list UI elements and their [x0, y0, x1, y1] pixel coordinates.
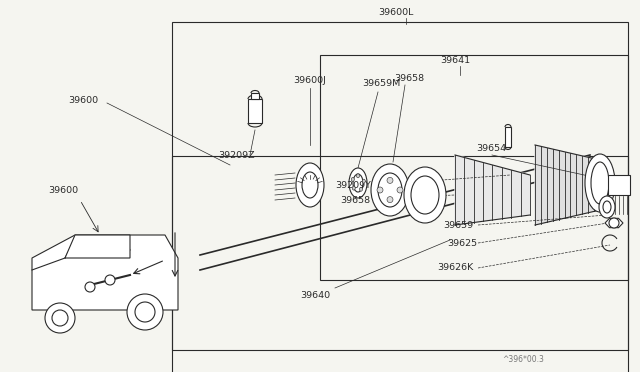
Bar — [172, 156, 628, 372]
Text: 39640: 39640 — [300, 291, 330, 299]
Text: 39626K: 39626K — [437, 263, 473, 273]
Text: 39625: 39625 — [447, 238, 477, 247]
Text: 39600J: 39600J — [293, 76, 326, 84]
Ellipse shape — [404, 167, 446, 223]
Ellipse shape — [302, 172, 318, 198]
Bar — [608, 175, 630, 195]
Ellipse shape — [362, 179, 365, 183]
Bar — [251, 93, 259, 99]
Bar — [320, 55, 628, 280]
Text: 39659: 39659 — [443, 221, 473, 230]
Ellipse shape — [353, 174, 363, 192]
Polygon shape — [605, 218, 623, 228]
Circle shape — [377, 187, 383, 193]
Text: 39600: 39600 — [68, 96, 98, 105]
Circle shape — [609, 218, 619, 228]
Circle shape — [397, 187, 403, 193]
Text: 39641: 39641 — [440, 55, 470, 64]
Text: 39600L: 39600L — [378, 7, 413, 16]
Ellipse shape — [411, 176, 439, 214]
Ellipse shape — [591, 162, 609, 204]
Ellipse shape — [351, 177, 355, 182]
Text: 39658: 39658 — [340, 196, 370, 205]
Text: 39659M: 39659M — [362, 78, 400, 87]
Circle shape — [105, 275, 115, 285]
Polygon shape — [535, 145, 600, 225]
Ellipse shape — [352, 186, 355, 190]
Ellipse shape — [585, 154, 615, 212]
Circle shape — [127, 294, 163, 330]
Bar — [248, 99, 262, 123]
Text: 39209Z: 39209Z — [218, 151, 255, 160]
Ellipse shape — [378, 173, 402, 207]
Circle shape — [52, 310, 68, 326]
Text: ^396*00.3: ^396*00.3 — [502, 356, 544, 365]
Ellipse shape — [599, 196, 615, 218]
Ellipse shape — [360, 187, 362, 191]
Ellipse shape — [356, 174, 360, 178]
Ellipse shape — [603, 201, 611, 213]
Polygon shape — [65, 235, 130, 258]
Polygon shape — [32, 235, 178, 310]
Ellipse shape — [371, 164, 409, 216]
Text: 39600: 39600 — [48, 186, 78, 195]
Circle shape — [135, 302, 155, 322]
Text: 39658: 39658 — [394, 74, 424, 83]
Ellipse shape — [296, 163, 324, 207]
Ellipse shape — [349, 168, 367, 198]
Bar — [172, 22, 628, 350]
Text: 39209Y: 39209Y — [335, 180, 371, 189]
Circle shape — [387, 177, 393, 183]
Circle shape — [45, 303, 75, 333]
Bar — [505, 127, 511, 147]
Text: 39654: 39654 — [476, 144, 506, 153]
Polygon shape — [455, 155, 530, 225]
Circle shape — [387, 196, 393, 203]
Circle shape — [85, 282, 95, 292]
